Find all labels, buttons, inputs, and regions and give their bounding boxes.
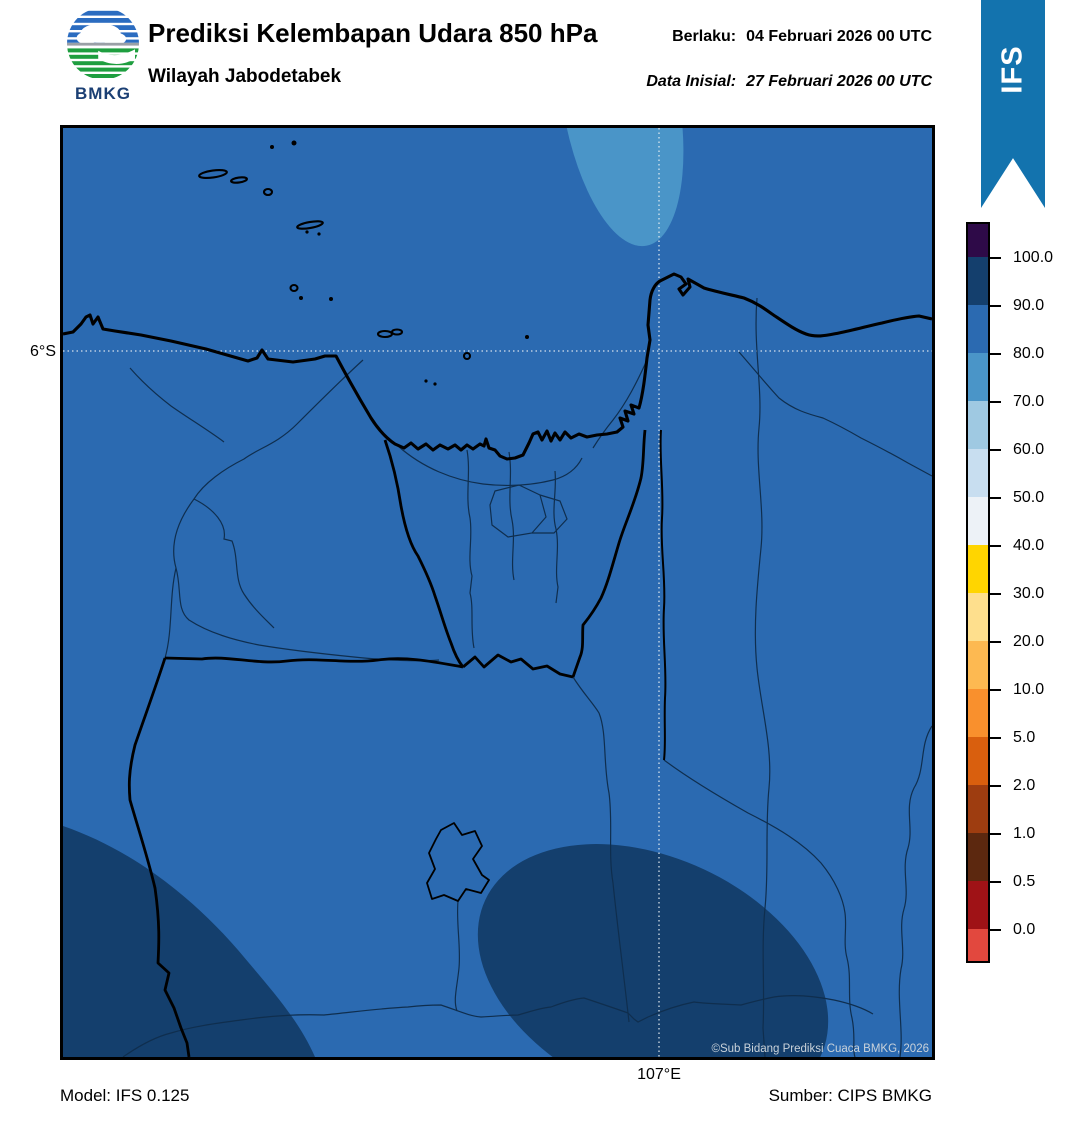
bmkg-logo-icon (63, 6, 143, 86)
forecast-map: ©Sub Bidang Prediksi Cuaca BMKG, 2026 (60, 125, 935, 1060)
initial-time-value: 27 Februari 2026 00 UTC (746, 73, 932, 90)
tick-label: 20.0 (1013, 633, 1045, 650)
tick-mark-icon (990, 304, 1001, 308)
tick-mark-icon (990, 640, 1001, 644)
tick-mark-icon (990, 688, 1001, 692)
district-boundaries (122, 297, 932, 1057)
tick-mark-icon (990, 256, 1001, 260)
tick-label: 30.0 (1013, 585, 1045, 602)
colorbar-tick: 5.0 (990, 729, 1035, 747)
colorbar-tick: 100.0 (990, 249, 1053, 267)
tick-mark-icon (990, 832, 1001, 836)
colorbar-ticks: 100.0 90.0 80.0 70.0 60.0 50.0 40.0 30.0 20.0 10.… (990, 222, 1080, 963)
ifs-ribbon-label: IFS (996, 44, 1029, 94)
tick-label: 40.0 (1013, 537, 1045, 554)
tick-label: 1.0 (1013, 825, 1036, 842)
tick-label: 5.0 (1013, 729, 1036, 746)
humidity-patch-southwest-90-100 (63, 826, 315, 1057)
colorbar-tick: 50.0 (990, 489, 1044, 507)
tick-mark-icon (990, 448, 1001, 452)
map-copyright: ©Sub Bidang Prediksi Cuaca BMKG, 2026 (711, 1043, 929, 1055)
colorbar-segment (968, 401, 988, 449)
colorbar-tick: 80.0 (990, 345, 1044, 363)
colorbar-tick: 1.0 (990, 825, 1035, 843)
tick-label: 100.0 (1013, 249, 1054, 266)
coastline (63, 272, 932, 461)
colorbar-segment (968, 497, 988, 545)
tick-label: 0.5 (1013, 873, 1036, 890)
colorbar-tick: 70.0 (990, 393, 1044, 411)
tick-label: 2.0 (1013, 777, 1036, 794)
tick-label: 60.0 (1013, 441, 1045, 458)
tick-mark-icon (990, 928, 1001, 932)
islands-dots (270, 140, 529, 386)
tick-label: 10.0 (1013, 681, 1045, 698)
colorbar-segment (968, 833, 988, 881)
colorbar-tick: 60.0 (990, 441, 1044, 459)
tick-mark-icon (990, 400, 1001, 404)
colorbar-tick: 20.0 (990, 633, 1044, 651)
colorbar-tick: 40.0 (990, 537, 1044, 555)
tick-label: 0.0 (1013, 921, 1036, 938)
colorbar-gradient (966, 222, 990, 963)
tick-mark-icon (990, 784, 1001, 788)
tick-mark-icon (990, 544, 1001, 548)
tick-label: 70.0 (1013, 393, 1045, 410)
tick-mark-icon (990, 352, 1001, 356)
province-boundaries (127, 429, 647, 1057)
tick-mark-icon (990, 496, 1001, 500)
initial-time: Data Inisial: 27 Februari 2026 00 UTC (646, 73, 932, 91)
colorbar-tick: 0.5 (990, 873, 1035, 891)
colorbar-segment (968, 257, 988, 305)
colorbar-tick: 90.0 (990, 297, 1044, 315)
lat-tick-label: 6°S (30, 343, 56, 360)
humidity-patch-south-90-100 (477, 844, 829, 1057)
colorbar-segment (968, 353, 988, 401)
tick-mark-icon (990, 880, 1001, 884)
humidity-patch-north-70-80 (558, 128, 684, 247)
colorbar-segment (968, 881, 988, 929)
colorbar-segment (968, 785, 988, 833)
humidity-patches-90-100 (63, 826, 829, 1057)
colorbar-segment (968, 929, 988, 961)
valid-time-label: Berlaku: (672, 28, 737, 45)
colorbar-tick: 30.0 (990, 585, 1044, 603)
valid-time: Berlaku: 04 Februari 2026 00 UTC (672, 28, 932, 46)
page-subtitle: Wilayah Jabodetabek (148, 66, 342, 87)
model-label: Model: IFS 0.125 (60, 1086, 190, 1105)
colorbar-segment (968, 593, 988, 641)
colorbar-segment (968, 449, 988, 497)
colorbar-tick: 0.0 (990, 921, 1035, 939)
valid-time-value: 04 Februari 2026 00 UTC (746, 28, 932, 45)
colorbar-tick: 2.0 (990, 777, 1035, 795)
colorbar-segment (968, 224, 988, 257)
bmkg-logo-text: BMKG (75, 84, 131, 103)
tick-mark-icon (990, 736, 1001, 740)
colorbar-segment (968, 545, 988, 593)
source-label: Sumber: CIPS BMKG (768, 1086, 932, 1105)
tick-label: 80.0 (1013, 345, 1045, 362)
tick-mark-icon (990, 592, 1001, 596)
colorbar-segment (968, 641, 988, 689)
initial-time-label: Data Inisial: (646, 73, 737, 90)
forecast-map-canvas: ©Sub Bidang Prediksi Cuaca BMKG, 2026 (63, 128, 932, 1057)
colorbar-segment (968, 689, 988, 737)
tick-label: 50.0 (1013, 489, 1045, 506)
bmkg-logo: BMKG (55, 6, 151, 110)
colorbar-tick: 10.0 (990, 681, 1044, 699)
colorbar-segment (968, 305, 988, 353)
page-title: Prediksi Kelembapan Udara 850 hPa (148, 18, 598, 48)
lon-tick-label: 107°E (637, 1066, 681, 1083)
province-boundary-east (659, 429, 667, 761)
ifs-ribbon: IFS (981, 0, 1045, 208)
colorbar-segment (968, 737, 988, 785)
islands-outlines (198, 168, 472, 361)
tick-label: 90.0 (1013, 297, 1045, 314)
